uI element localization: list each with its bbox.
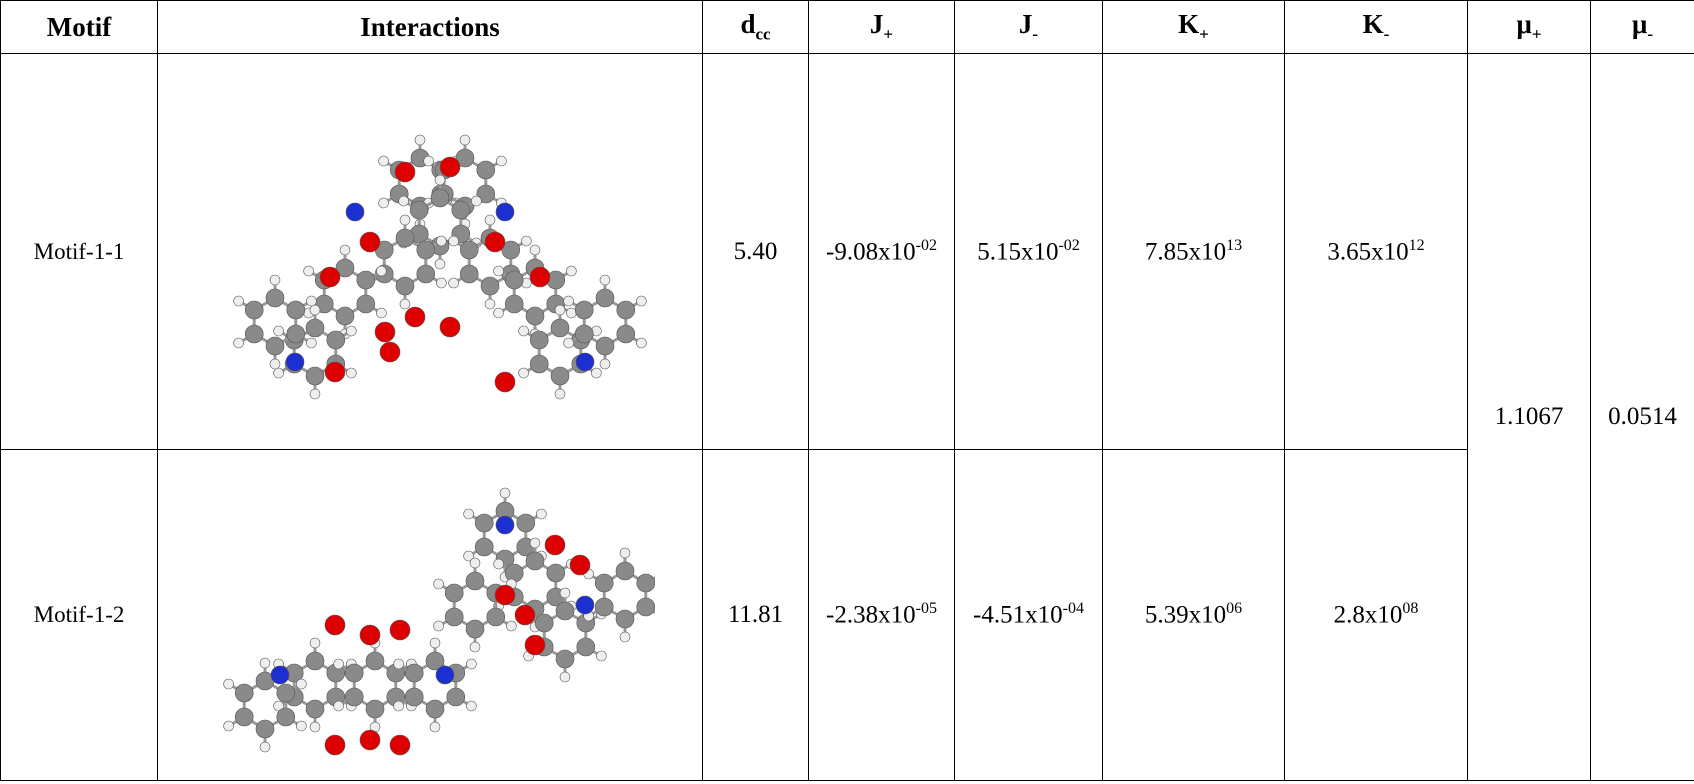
motif-cell: Motif-1-1: [1, 54, 158, 450]
mantissa: -9.08x10: [826, 238, 916, 265]
header-subscript: +: [1199, 25, 1209, 44]
header-subscript: cc: [755, 25, 770, 44]
header-text: J: [870, 9, 884, 39]
header-text: d: [740, 9, 755, 39]
exponent: -04: [1063, 600, 1084, 617]
motif-cell: Motif-1-2: [1, 450, 158, 781]
header-subscript: +: [1532, 25, 1542, 44]
dcc-cell: 5.40: [703, 54, 809, 450]
exponent: -02: [916, 237, 937, 254]
header-text: K: [1363, 9, 1384, 39]
header-cell: J+: [809, 1, 955, 54]
sci-value-cell: 7.85x1013: [1103, 54, 1285, 450]
header-cell: μ+: [1468, 1, 1591, 54]
header-text: J: [1019, 9, 1033, 39]
page: MotifInteractionsdccJ+J-K+K-μ+μ- Motif-1…: [0, 0, 1694, 784]
header-subscript: -: [1384, 25, 1390, 44]
header-cell: dcc: [703, 1, 809, 54]
sci-value-cell: -2.38x10-05: [809, 450, 955, 781]
header-cell: Motif: [1, 1, 158, 54]
sci-value-cell: 3.65x1012: [1285, 54, 1468, 450]
sci-value-cell: -9.08x10-02: [809, 54, 955, 450]
exponent: -05: [916, 600, 937, 617]
header-cell: μ-: [1591, 1, 1694, 54]
exponent: -02: [1058, 237, 1079, 254]
header-text: Motif: [47, 12, 111, 42]
sci-value-cell: -4.51x10-04: [955, 450, 1103, 781]
mantissa: -2.38x10: [826, 602, 916, 629]
mantissa: 3.65x10: [1327, 238, 1408, 265]
header-text: μ: [1632, 9, 1647, 39]
exponent: 06: [1226, 600, 1242, 617]
header-subscript: -: [1647, 25, 1653, 44]
sci-value-cell: 5.39x1006: [1103, 450, 1285, 781]
mantissa: 7.85x10: [1145, 238, 1226, 265]
header-text: K: [1178, 9, 1199, 39]
interactions-cell: [158, 450, 703, 781]
exponent: 08: [1402, 600, 1418, 617]
exponent: 12: [1409, 237, 1425, 254]
mantissa: 5.39x10: [1145, 602, 1226, 629]
data-table: MotifInteractionsdccJ+J-K+K-μ+μ- Motif-1…: [0, 0, 1694, 781]
mu-minus-cell: 0.0514: [1591, 54, 1694, 781]
header-cell: Interactions: [158, 1, 703, 54]
header-cell: K+: [1103, 1, 1285, 54]
molecule-image: [205, 455, 655, 775]
dcc-cell: 11.81: [703, 450, 809, 781]
exponent: 13: [1226, 237, 1242, 254]
header-subscript: -: [1032, 25, 1038, 44]
mantissa: 5.15x10: [977, 238, 1058, 265]
sci-value-cell: 5.15x10-02: [955, 54, 1103, 450]
header-text: μ: [1517, 9, 1532, 39]
header-subscript: +: [883, 25, 893, 44]
mu-plus-cell: 1.1067: [1468, 54, 1591, 781]
header-text: Interactions: [360, 12, 499, 42]
interactions-cell: [158, 54, 703, 450]
header-cell: K-: [1285, 1, 1468, 54]
mantissa: 2.8x10: [1334, 602, 1403, 629]
sci-value-cell: 2.8x1008: [1285, 450, 1468, 781]
header-cell: J-: [955, 1, 1103, 54]
molecule-image: [205, 62, 655, 442]
mantissa: -4.51x10: [973, 602, 1063, 629]
